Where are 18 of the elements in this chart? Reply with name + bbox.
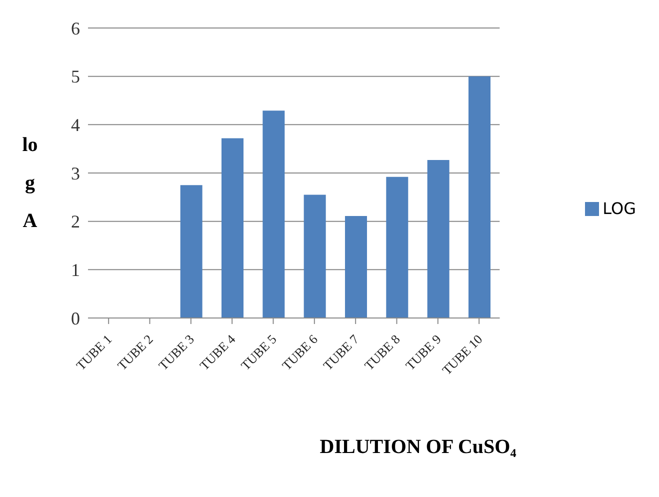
y-tick-label: 1 (71, 260, 80, 280)
bar (180, 185, 202, 318)
bar (386, 176, 408, 318)
bar (344, 216, 367, 318)
y-tick-label: 5 (71, 66, 80, 87)
y-tick-label: 2 (71, 212, 80, 232)
bar (262, 110, 285, 318)
bar (221, 138, 244, 318)
legend-label: LOG (602, 198, 636, 218)
bar (427, 160, 450, 318)
y-tick-label: 3 (71, 163, 80, 184)
bar (468, 76, 490, 318)
y-axis-title: log A (21, 133, 39, 234)
y-tick-label: 4 (71, 115, 80, 136)
x-axis-title: DILUTION OF CuSO₄ (320, 436, 516, 458)
y-tick-label: 6 (71, 18, 80, 38)
bar (304, 194, 326, 318)
y-tick-label: 0 (71, 308, 80, 328)
